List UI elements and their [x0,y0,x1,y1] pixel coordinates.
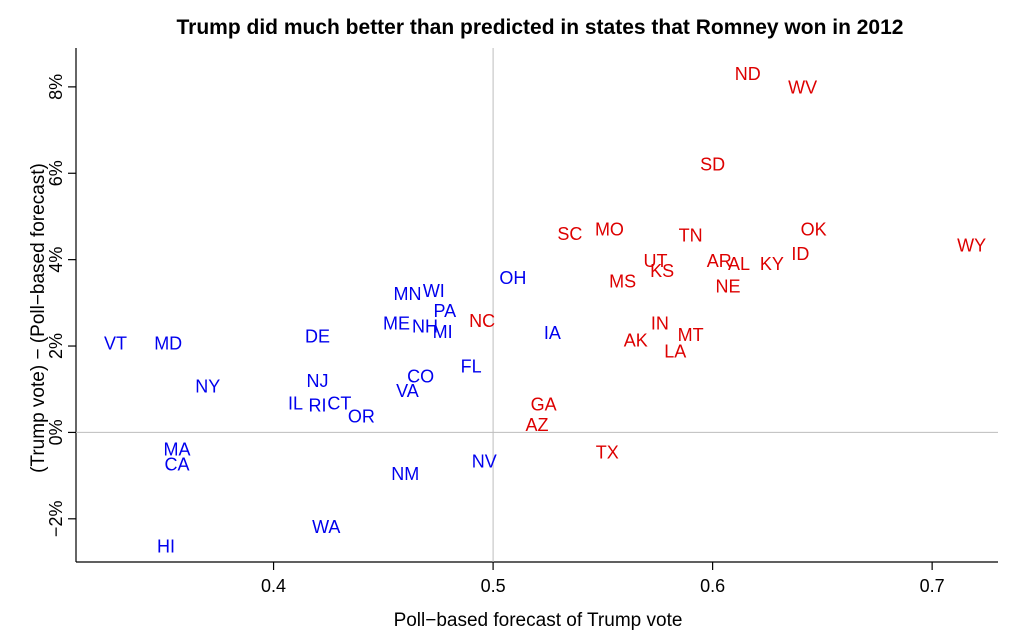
point-co: CO [407,366,434,386]
y-tick-label: −2% [46,501,66,538]
point-fl: FL [461,356,482,376]
x-tick-label: 0.7 [920,576,945,596]
y-tick-label: 6% [46,160,66,186]
point-al: AL [728,254,750,274]
point-va: VA [396,381,419,401]
point-ok: OK [801,219,827,239]
point-ma: MA [163,439,190,459]
point-wi: WI [423,281,445,301]
point-ri: RI [308,396,326,416]
x-tick-label: 0.6 [700,576,725,596]
point-nh: NH [412,317,438,337]
x-axis-label: Poll−based forecast of Trump vote [394,610,683,631]
point-tn: TN [679,225,703,245]
y-axis: −2% 0% 2% 4% 6% 8% [46,74,76,537]
point-tx: TX [596,442,619,462]
point-ny: NY [195,377,220,397]
point-mo: MO [595,219,624,239]
point-or: OR [348,406,375,426]
y-tick-label: 8% [46,74,66,100]
point-id: ID [791,244,809,264]
point-pa: PA [433,301,456,321]
point-sd: SD [700,155,725,175]
point-sc: SC [557,224,582,244]
point-ga: GA [531,394,557,414]
reference-lines [76,48,998,562]
point-mn: MN [393,284,421,304]
point-hi: HI [157,536,175,556]
point-de: DE [305,327,330,347]
x-tick-label: 0.4 [261,576,286,596]
point-wa: WA [312,517,340,537]
point-il: IL [288,393,303,413]
point-ut: UT [644,251,668,271]
chart-title: Trump did much better than predicted in … [177,16,904,39]
point-ar: AR [707,251,732,271]
point-ia: IA [544,323,561,343]
plot-frame [75,48,998,563]
point-me: ME [383,314,410,334]
point-la: LA [664,342,686,362]
x-tick-label: 0.5 [481,576,506,596]
point-oh: OH [499,268,526,288]
point-wv: WV [788,77,817,97]
point-nj: NJ [306,371,328,391]
point-ms: MS [609,272,636,292]
y-axis-label: (Trump vote) − (Poll−based forecast) [28,163,49,473]
point-nm: NM [391,464,419,484]
point-ky: KY [760,254,784,274]
point-in: IN [651,314,669,334]
point-nd: ND [735,64,761,84]
point-mt: MT [678,325,704,345]
point-md: MD [154,333,182,353]
point-ak: AK [624,330,648,350]
point-ct: CT [327,393,351,413]
point-ne: NE [715,276,740,296]
y-tick-label: 2% [46,333,66,359]
point-ca: CA [164,454,189,474]
point-nc: NC [469,311,495,331]
point-nv: NV [472,451,497,471]
y-tick-label: 4% [46,247,66,273]
point-wy: WY [957,235,986,255]
x-axis: 0.4 0.5 0.6 0.7 [261,562,945,596]
y-tick-label: 0% [46,419,66,445]
point-ks: KS [650,261,674,281]
point-az: AZ [525,415,548,435]
point-vt: VT [104,333,127,353]
point-mi: MI [433,322,453,342]
